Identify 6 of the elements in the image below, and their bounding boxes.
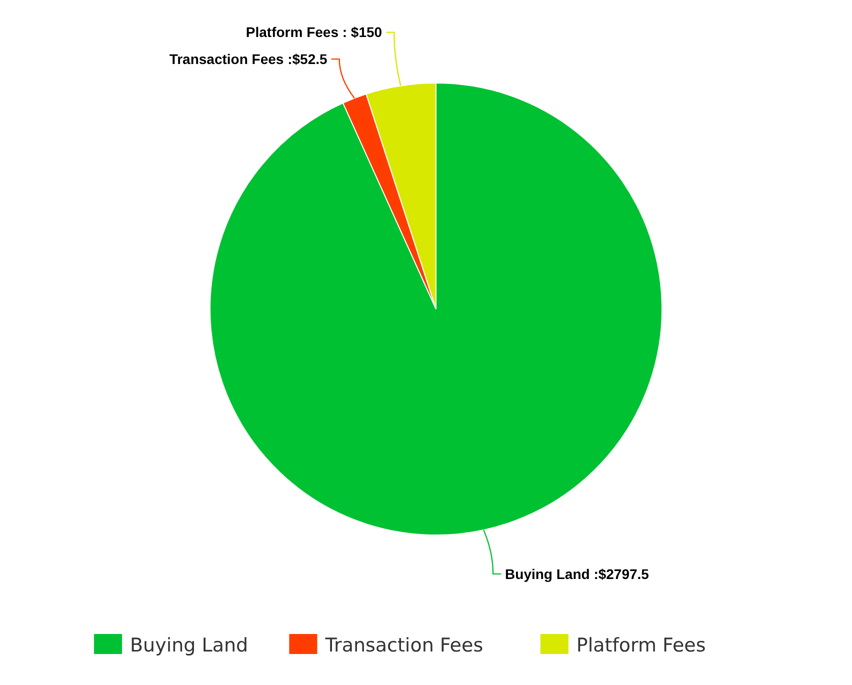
legend-label: Buying Land: [130, 634, 248, 657]
legend-label: Transaction Fees: [324, 634, 484, 657]
data-label: Platform Fees : $150: [246, 24, 382, 40]
legend-label: Platform Fees: [576, 634, 706, 657]
data-label: Transaction Fees :$52.5: [169, 50, 328, 67]
data-label: Buying Land :$2797.5: [505, 566, 650, 582]
